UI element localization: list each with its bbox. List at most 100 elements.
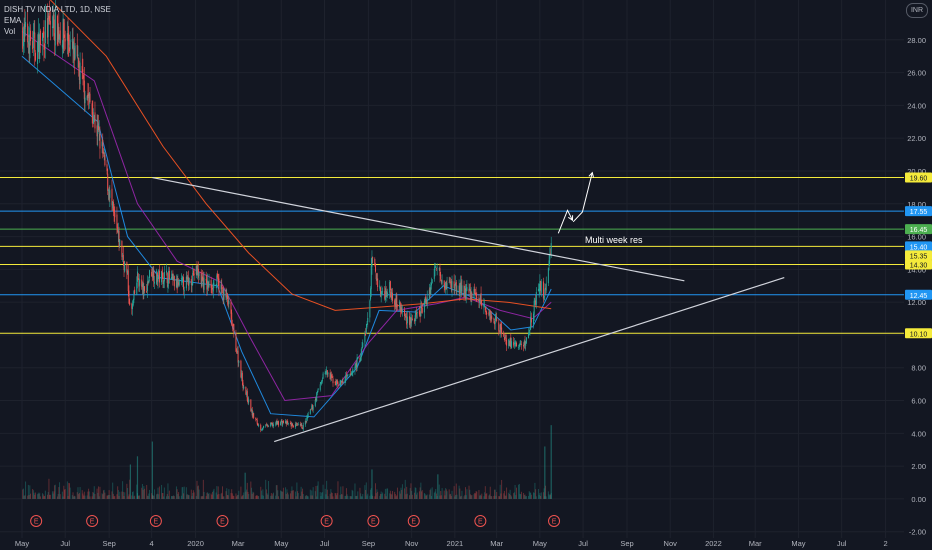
volume-bar: [307, 496, 309, 499]
candle-body: [475, 293, 477, 297]
x-tick-label: Jul: [578, 539, 588, 548]
volume-bar: [510, 495, 512, 499]
volume-bar: [267, 494, 269, 499]
x-tick-label: 2: [883, 539, 887, 548]
candle-body: [93, 118, 95, 124]
candle-body: [441, 280, 443, 284]
volume-bar: [479, 495, 481, 499]
candle-body: [392, 293, 394, 301]
volume-bar: [449, 494, 451, 499]
volume-bar: [359, 487, 361, 499]
candle-body: [316, 390, 318, 394]
candle-body: [356, 357, 358, 369]
volume-bar: [29, 485, 31, 499]
earnings-marker[interactable]: E: [86, 515, 99, 527]
currency-button[interactable]: INR: [906, 3, 928, 18]
candle-body: [33, 31, 35, 35]
earnings-marker[interactable]: E: [320, 515, 333, 527]
candle-body: [54, 12, 56, 46]
volume-bar: [508, 492, 510, 499]
trendlines[interactable]: [152, 176, 785, 443]
earnings-marker[interactable]: E: [548, 515, 561, 527]
candle-body: [336, 379, 338, 384]
candle-body: [458, 285, 460, 293]
volume-bar: [53, 491, 55, 499]
horizontal-levels[interactable]: [0, 177, 904, 334]
x-tick-label: Jul: [837, 539, 847, 548]
earnings-marker[interactable]: E: [367, 515, 380, 527]
volume-legend-label[interactable]: Vol: [4, 27, 16, 36]
candle-body: [513, 342, 515, 346]
earnings-marker[interactable]: E: [407, 515, 420, 527]
candle-body: [236, 351, 238, 353]
volume-bar: [47, 494, 49, 499]
volume-bar: [503, 490, 505, 499]
candle-body: [311, 405, 313, 410]
price-tag-box: [905, 206, 932, 217]
volume-bar: [326, 489, 328, 499]
volume-bar: [435, 489, 437, 499]
candle-body: [494, 321, 496, 325]
volume-bar: [192, 492, 194, 499]
candle-body: [325, 372, 327, 374]
volume-bar: [93, 486, 95, 499]
candle-body: [530, 318, 532, 323]
candle-body: [301, 424, 303, 429]
candle-body: [372, 257, 374, 259]
candle-body: [79, 62, 81, 85]
volume-bar: [39, 496, 41, 499]
volume-bar: [171, 496, 173, 499]
ema-legend-label[interactable]: EMA: [4, 16, 22, 25]
volume-bar: [505, 495, 507, 499]
candle-body: [193, 273, 195, 276]
volume-bar: [217, 486, 219, 499]
symbol-title[interactable]: DISH TV INDIA LTD, 1D, NSE: [4, 5, 111, 14]
price-tag-box: [905, 224, 932, 235]
volume-bar: [498, 496, 500, 499]
candle-body: [471, 292, 473, 300]
volume-bar: [523, 492, 525, 499]
earnings-marker[interactable]: E: [474, 515, 487, 527]
candle-body: [361, 347, 363, 348]
volume-bar: [385, 496, 387, 499]
candle-body: [334, 382, 336, 383]
x-tick-label: May: [274, 539, 288, 548]
volume-bar: [455, 494, 457, 499]
volume-bar: [243, 492, 245, 499]
volume-bar: [166, 494, 168, 499]
price-tag-box: [905, 328, 932, 339]
price-axis[interactable]: 28.00 26.00 24.00 22.00 20.00 18.00 16.00 14.00…: [907, 36, 926, 537]
candle-body: [64, 38, 66, 42]
candle-body: [481, 305, 483, 307]
candle-body: [77, 54, 79, 57]
volume-bar: [246, 482, 248, 499]
volume-bar: [513, 492, 515, 499]
candle-body: [525, 343, 527, 347]
candle-body: [142, 281, 144, 295]
candle-body: [453, 281, 455, 288]
earnings-marker[interactable]: E: [149, 515, 162, 527]
candle-body: [513, 342, 515, 345]
volume-bar: [245, 491, 247, 499]
candle-body: [525, 337, 527, 344]
candle-body: [208, 280, 210, 288]
candle-body: [528, 333, 530, 339]
volume-bar: [281, 491, 283, 499]
time-axis[interactable]: May Jul Sep 4 2020 Mar May Jul Sep Nov 2021 Mar May J…: [15, 539, 888, 548]
volume-bar: [474, 492, 476, 499]
volume-bar: [389, 490, 391, 499]
volume-bar: [545, 496, 547, 499]
candle-body: [426, 297, 428, 305]
candle-body: [117, 227, 119, 233]
volume-bar: [376, 489, 378, 499]
projection-arrows[interactable]: [557, 171, 594, 234]
annotation-text[interactable]: Multi week res: [585, 235, 643, 245]
earnings-marker[interactable]: E: [216, 515, 229, 527]
candle-body: [508, 339, 510, 346]
earnings-marker[interactable]: E: [30, 515, 43, 527]
volume-bar: [489, 494, 491, 499]
candle-body: [195, 265, 197, 275]
volume-bar: [276, 485, 278, 499]
